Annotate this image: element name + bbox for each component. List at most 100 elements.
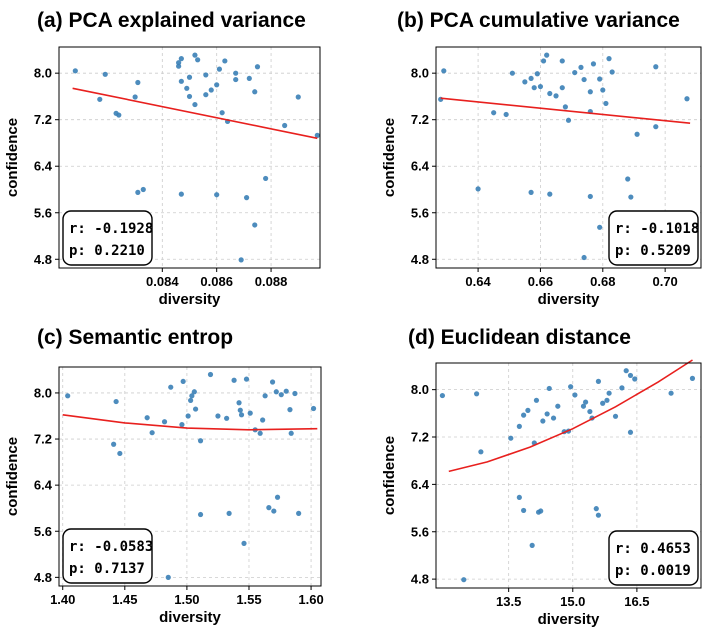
data-point: [219, 110, 225, 116]
data-point: [461, 577, 467, 583]
data-point: [269, 379, 276, 385]
stats-box: r: -0.0583 p: 0.7137: [62, 528, 153, 584]
data-point: [516, 423, 522, 429]
p-value: p: 0.5209: [615, 243, 691, 259]
y-tick-label: 8.0: [34, 66, 52, 81]
data-point: [689, 375, 696, 381]
data-point: [525, 407, 531, 413]
data-point: [238, 412, 245, 418]
y-axis-label: confidence: [4, 437, 21, 516]
y-tick-label: 5.6: [34, 205, 52, 220]
data-point: [509, 70, 515, 76]
stats-box-frame: [62, 528, 153, 584]
data-point: [296, 510, 302, 516]
data-point: [176, 60, 182, 66]
data-point: [310, 405, 317, 412]
data-point: [161, 419, 168, 425]
y-tick-label: 4.8: [34, 252, 52, 267]
x-tick-label: 0.68: [590, 274, 615, 289]
data-point: [178, 78, 184, 84]
y-tick-label: 8.0: [34, 385, 52, 400]
data-point: [188, 397, 194, 404]
data-point: [189, 393, 195, 399]
data-point: [149, 430, 155, 436]
data-point: [237, 407, 243, 413]
data-point: [597, 76, 603, 82]
y-tick-label: 4.8: [34, 570, 52, 585]
y-tick-label: 6.4: [34, 159, 53, 174]
y-tick-label: 7.2: [34, 432, 52, 447]
y-tick-label: 8.0: [411, 66, 429, 81]
data-point: [581, 76, 587, 83]
data-point: [547, 191, 553, 197]
data-point: [568, 384, 574, 390]
data-point: [565, 117, 572, 123]
data-point: [144, 415, 150, 421]
data-point: [185, 413, 191, 419]
data-point: [587, 89, 593, 95]
x-tick-label: 15.0: [560, 594, 585, 609]
data-point: [203, 72, 209, 78]
data-point: [508, 435, 514, 441]
x-tick-label: 0.088: [255, 274, 288, 289]
data-point: [241, 540, 247, 546]
data-point: [117, 450, 123, 457]
data-point: [165, 574, 171, 580]
data-point: [271, 508, 277, 514]
data-point: [559, 58, 565, 64]
data-point: [226, 510, 232, 516]
data-point: [236, 400, 242, 406]
data-point: [612, 413, 619, 419]
data-point: [191, 389, 197, 395]
data-point: [474, 391, 480, 397]
x-axis-label: diversity: [538, 291, 600, 308]
x-tick-label: 0.70: [652, 274, 677, 289]
data-point: [606, 390, 612, 396]
data-point: [595, 378, 602, 384]
data-point: [604, 397, 610, 403]
data-point: [288, 430, 294, 436]
data-point: [587, 193, 593, 200]
data-point: [553, 93, 559, 99]
data-point: [274, 494, 281, 500]
data-point: [214, 192, 220, 198]
data-point: [178, 56, 184, 62]
data-point: [600, 400, 606, 406]
y-tick-label: 4.8: [411, 572, 429, 587]
data-point: [231, 377, 237, 383]
data-point: [534, 71, 540, 77]
data-point: [314, 132, 320, 138]
p-value: p: 0.2210: [69, 243, 145, 259]
data-point: [684, 96, 690, 102]
data-point: [609, 69, 615, 75]
data-point: [540, 58, 547, 64]
data-point: [192, 101, 198, 108]
data-point: [208, 87, 214, 93]
stats-box-frame: [62, 210, 153, 266]
p-value: p: 0.0019: [615, 563, 691, 579]
x-axis-label: diversity: [159, 609, 221, 626]
data-point: [625, 176, 631, 182]
correlation-r: r: -0.1018: [615, 221, 699, 237]
data-point: [593, 506, 599, 512]
p-value: p: 0.7137: [69, 561, 145, 577]
data-point: [529, 542, 535, 548]
data-point: [135, 79, 141, 86]
panel-pca-explained-variance: (a) PCA explained variance 0.084 0.086 0.08…: [4, 9, 321, 308]
x-axis-label: diversity: [538, 611, 600, 628]
data-point: [533, 397, 540, 403]
data-point: [178, 191, 184, 197]
data-point: [292, 390, 298, 397]
data-point: [531, 85, 537, 91]
data-point: [197, 438, 204, 444]
data-point: [295, 94, 301, 100]
x-tick-label: 1.50: [174, 592, 199, 607]
x-tick-label: 0.084: [146, 274, 179, 289]
data-point: [132, 94, 138, 100]
x-tick-label: 0.086: [200, 274, 233, 289]
data-point: [628, 194, 634, 200]
y-tick-label: 5.6: [34, 524, 52, 539]
data-point: [668, 390, 674, 396]
data-point: [516, 494, 522, 501]
data-point: [537, 83, 544, 90]
